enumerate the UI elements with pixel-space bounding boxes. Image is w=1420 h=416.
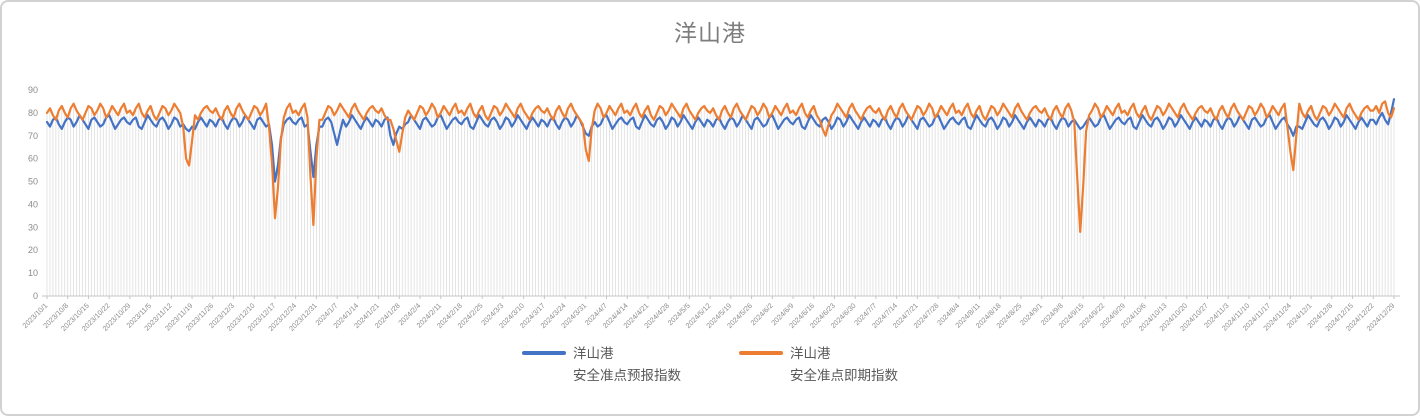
legend-label-forecast: 洋山港 安全准点预报指数 bbox=[573, 343, 681, 386]
svg-text:0: 0 bbox=[33, 291, 38, 301]
legend: 洋山港 安全准点预报指数 洋山港 安全准点即期指数 bbox=[2, 343, 1418, 386]
series-line-spot[interactable] bbox=[45, 100, 1396, 233]
legend-label-spot-line2: 安全准点即期指数 bbox=[790, 367, 898, 383]
legend-label-spot: 洋山港 安全准点即期指数 bbox=[790, 343, 898, 386]
chart-canvas[interactable]: 0 10 20 30 40 50 60 70 80 90 2023/10/12023/10/8202… bbox=[2, 2, 1420, 342]
svg-text:10: 10 bbox=[28, 268, 38, 278]
svg-text:70: 70 bbox=[28, 131, 38, 141]
legend-label-spot-line1: 洋山港 bbox=[790, 346, 831, 361]
legend-item-forecast[interactable]: 洋山港 安全准点预报指数 bbox=[522, 343, 681, 386]
legend-label-forecast-line1: 洋山港 bbox=[573, 346, 614, 361]
svg-text:50: 50 bbox=[28, 177, 38, 187]
y-axis-labels: 0 10 20 30 40 50 60 70 80 90 bbox=[28, 85, 38, 301]
svg-text:40: 40 bbox=[28, 199, 38, 209]
svg-text:30: 30 bbox=[28, 222, 38, 232]
legend-item-spot[interactable]: 洋山港 安全准点即期指数 bbox=[739, 343, 898, 386]
svg-text:90: 90 bbox=[28, 85, 38, 95]
chart-title: 洋山港 bbox=[674, 20, 746, 46]
x-axis-line bbox=[42, 295, 1400, 299]
series-line-forecast[interactable] bbox=[45, 98, 1396, 183]
x-axis-labels: 2023/10/12023/10/82023/10/152023/10/2220… bbox=[20, 301, 1396, 333]
svg-text:60: 60 bbox=[28, 154, 38, 164]
legend-label-forecast-line2: 安全准点预报指数 bbox=[573, 367, 681, 383]
legend-swatch-forecast-line bbox=[522, 351, 566, 355]
svg-text:20: 20 bbox=[28, 245, 38, 255]
legend-swatch-spot-line bbox=[739, 351, 783, 355]
droplines-group bbox=[46, 100, 1395, 296]
svg-text:80: 80 bbox=[28, 108, 38, 118]
